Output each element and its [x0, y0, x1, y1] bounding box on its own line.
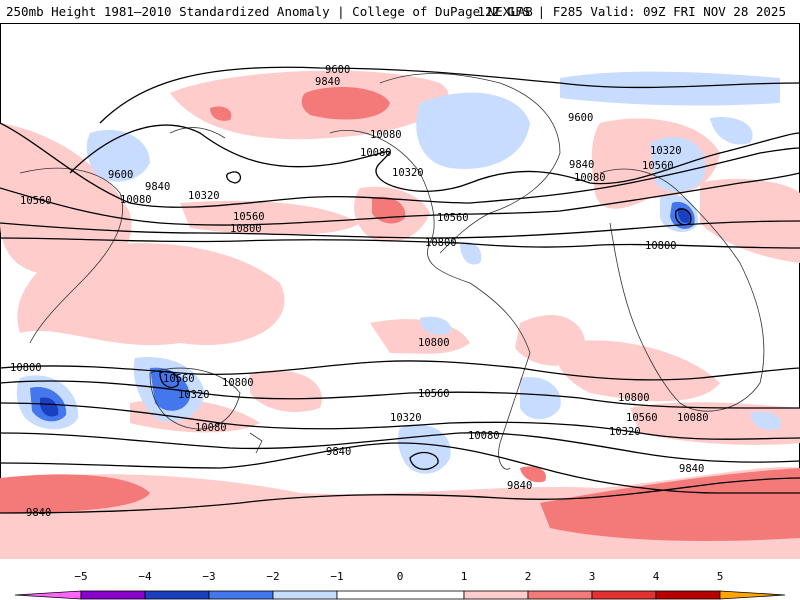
negative-anomaly-region — [560, 71, 780, 106]
contour-label: 10080 — [574, 172, 606, 184]
positive-anomaly-region — [180, 200, 360, 235]
contour-label: 9840 — [679, 463, 704, 475]
colorbar-tick-label: 1 — [461, 570, 468, 583]
colorbar-tick-labels: −5 −4 −3 −2 −1 0 1 2 3 4 5 — [74, 570, 723, 583]
contour-label: 10800 — [418, 337, 450, 349]
contour-label: 10320 — [178, 389, 210, 401]
contour-label: 10080 — [468, 430, 500, 442]
negative-anomaly-region — [677, 207, 690, 223]
colorbar-tick-label: 0 — [397, 570, 404, 583]
contour-label: 9600 — [568, 112, 593, 124]
colorbar-swatch — [336, 590, 465, 600]
contour-label: 9840 — [507, 480, 532, 492]
contour-label: 10320 — [392, 167, 424, 179]
strong-positive-anomaly-shading — [0, 87, 800, 541]
colorbar-swatch — [527, 590, 593, 600]
negative-anomaly-region — [520, 377, 561, 420]
positive-anomaly-region — [210, 106, 232, 121]
colorbar-tick-label: 5 — [717, 570, 724, 583]
negative-anomaly-region — [460, 241, 482, 265]
negative-anomaly-region — [416, 92, 530, 169]
colorbar-swatch — [591, 590, 657, 600]
negative-anomaly-region — [86, 129, 150, 182]
negative-anomaly-region — [710, 117, 753, 145]
colorbar-swatch — [144, 590, 210, 600]
colorbar-swatch — [655, 590, 721, 600]
positive-anomaly-region — [540, 468, 800, 541]
contour-label: 10080 — [370, 129, 402, 141]
colorbar-swatch — [80, 590, 146, 600]
contour-label: 10800 — [645, 240, 677, 252]
negative-anomaly-region — [40, 397, 59, 417]
positive-anomaly-region — [17, 243, 285, 346]
contour-label: 10080 — [677, 412, 709, 424]
contour-label: 10560 — [437, 212, 469, 224]
colorbar-swatches — [14, 590, 786, 600]
colorbar-tick-label: −2 — [266, 570, 279, 583]
contour-label: 10800 — [222, 377, 254, 389]
contour-label: 10560 — [233, 211, 265, 223]
colorbar-tick-label: −3 — [202, 570, 215, 583]
model-run-info: 12Z GFS | F285 Valid: 09Z FRI NOV 28 202… — [477, 4, 786, 19]
colorbar-tick-label: 2 — [525, 570, 532, 583]
colorbar-tick-label: 3 — [589, 570, 596, 583]
contour-label: 9600 — [108, 169, 133, 181]
contour-label: 10560 — [642, 160, 674, 172]
contour-label: 10800 — [425, 237, 457, 249]
contour-label: 9600 — [325, 64, 350, 76]
contour-label: 10560 — [626, 412, 658, 424]
contour-label: 10320 — [609, 426, 641, 438]
contour-label: 10800 — [618, 392, 650, 404]
colorbar-tick-label: −4 — [138, 570, 152, 583]
negative-anomaly-region — [750, 411, 781, 430]
anomaly-colorbar: −5 −4 −3 −2 −1 0 1 2 3 4 5 — [14, 570, 786, 600]
contour-label: 10080 — [195, 422, 227, 434]
negative-anomaly-region — [420, 316, 451, 335]
anomaly-map: 9600 9840 10080 9600 9600 9840 10080 100… — [0, 23, 800, 559]
positive-anomaly-region — [0, 467, 800, 559]
contour-label: 9840 — [26, 507, 51, 519]
chart-title: 250mb Height 1981–2010 Standardized Anom… — [6, 4, 533, 19]
colorbar-swatch — [208, 590, 274, 600]
contour-label: 10320 — [650, 145, 682, 157]
contour-label: 10320 — [390, 412, 422, 424]
positive-anomaly-region — [0, 123, 132, 275]
contour-label: 10800 — [230, 223, 262, 235]
contour-label: 9840 — [326, 446, 351, 458]
contour-label: 9840 — [145, 181, 170, 193]
colorbar-swatch — [14, 590, 82, 600]
positive-anomaly-region — [0, 474, 150, 513]
contour-labels: 9600 9840 10080 9600 9600 9840 10080 100… — [10, 64, 709, 519]
colorbar-tick-label: −5 — [74, 570, 87, 583]
contour-label: 10560 — [418, 388, 450, 400]
contour-label: 9840 — [569, 159, 594, 171]
colorbar-tick-label: 4 — [653, 570, 660, 583]
positive-anomaly-region — [556, 340, 720, 402]
contour-label: 10560 — [163, 373, 195, 385]
contour-label: 10800 — [10, 362, 42, 374]
height-contours — [0, 66, 800, 514]
contour-label: 10080 — [360, 147, 392, 159]
colorbar-swatch — [272, 590, 338, 600]
positive-anomaly-region — [520, 466, 546, 483]
colorbar-swatch — [719, 590, 786, 600]
colorbar-tick-label: −1 — [330, 570, 343, 583]
positive-anomaly-region — [250, 370, 322, 413]
contour-label: 9840 — [315, 76, 340, 88]
positive-anomaly-region — [301, 87, 390, 120]
contour-label: 10080 — [120, 194, 152, 206]
contour-label: 10560 — [20, 195, 52, 207]
negative-anomaly-region — [650, 137, 706, 192]
positive-anomaly-region — [700, 178, 800, 263]
colorbar-swatch — [463, 590, 529, 600]
contour-label: 10320 — [188, 190, 220, 202]
